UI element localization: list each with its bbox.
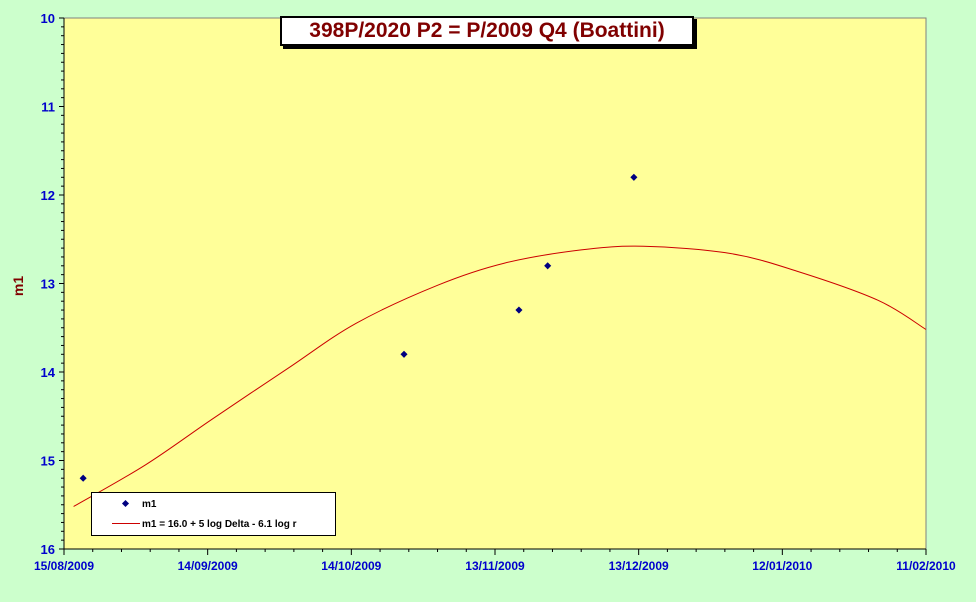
x-tick-label: 14/10/2009	[321, 559, 381, 573]
legend-label-curve: m1 = 16.0 + 5 log Delta - 6.1 log r	[142, 518, 297, 530]
y-tick-label: 13	[41, 277, 55, 292]
x-tick-label: 13/12/2009	[609, 559, 669, 573]
series-layer	[73, 173, 927, 507]
y-tick-label: 16	[41, 542, 55, 557]
data-point	[79, 474, 87, 482]
x-tick-label: 11/02/2010	[896, 559, 956, 573]
plot-area	[63, 17, 927, 550]
x-tick-label: 12/01/2010	[752, 559, 812, 573]
y-tick-label: 12	[41, 188, 55, 203]
legend-marker-curve	[92, 516, 140, 532]
x-tick-label: 15/08/2009	[34, 559, 94, 573]
y-axis-label: m1	[10, 275, 26, 297]
legend-item-points: m1	[92, 496, 335, 512]
x-tick-label: 13/11/2009	[465, 559, 525, 573]
data-point	[544, 262, 552, 270]
model-curve	[73, 245, 927, 507]
y-tick-label: 10	[41, 11, 55, 26]
x-tick-label: 14/09/2009	[178, 559, 238, 573]
y-tick-label: 11	[41, 100, 55, 115]
y-tick-label: 14	[41, 365, 56, 380]
legend-item-curve: m1 = 16.0 + 5 log Delta - 6.1 log r	[92, 516, 335, 532]
chart-title: 398P/2020 P2 = P/2009 Q4 (Boattini)	[280, 16, 694, 46]
data-point	[630, 173, 638, 181]
legend-marker-points	[92, 496, 140, 512]
x-ticks: 15/08/2009 14/09/2009 14/10/2009 13/11/2009…	[34, 549, 956, 573]
data-point	[515, 306, 523, 314]
legend: m1 m1 = 16.0 + 5 log Delta - 6.1 log r	[91, 492, 336, 536]
data-point	[400, 350, 408, 358]
legend-label-points: m1	[142, 498, 157, 510]
y-tick-label: 15	[41, 454, 55, 469]
y-ticks: 10 11 12 13 14 15 16	[41, 11, 64, 557]
